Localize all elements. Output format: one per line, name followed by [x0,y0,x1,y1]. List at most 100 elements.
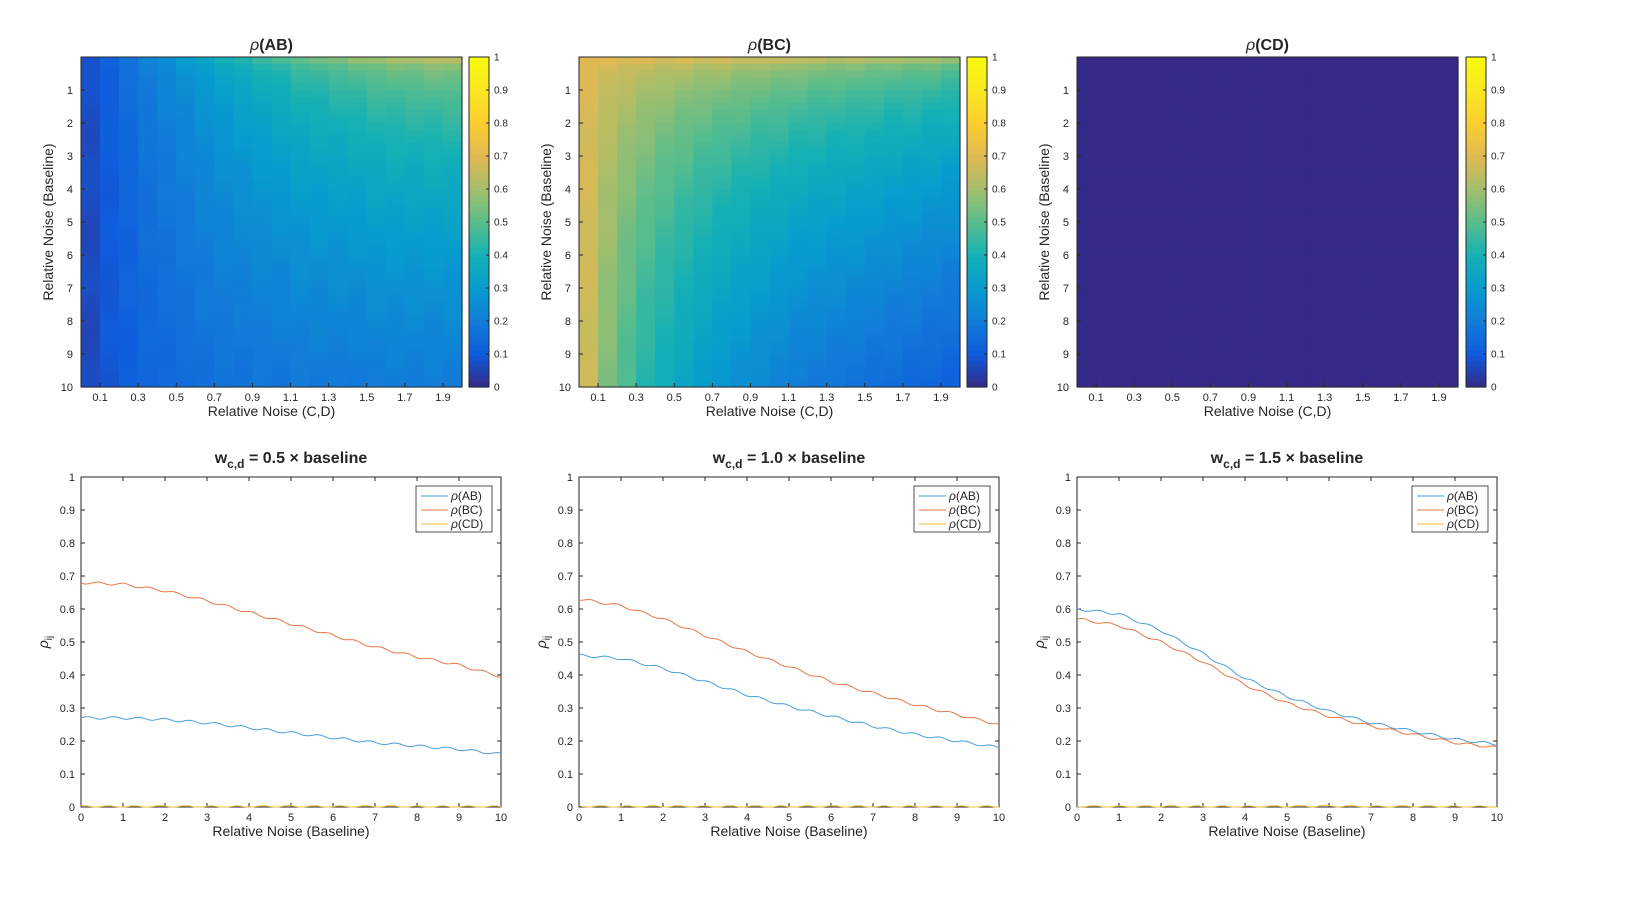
heatmap-cell [655,274,675,282]
heatmap-cell [674,327,694,335]
y-tick-label: 0.8 [558,538,573,550]
heatmap-cell [195,149,215,157]
heatmap-cell [769,314,790,322]
heatmap-cell [1438,215,1459,223]
heatmap-cell [1343,360,1364,368]
heatmap-cell [442,327,463,335]
heatmap-cell [807,340,828,348]
heatmap-cell [636,149,656,157]
heatmap-cell [1267,189,1288,197]
heatmap-cell [157,360,177,368]
heatmap-cell [157,103,177,111]
heatmap-cell [252,57,273,65]
colorbar-step [469,381,489,388]
y-tick-label: 6 [565,250,571,262]
heatmap-cell [214,228,234,236]
heatmap-cell [731,241,752,249]
heatmap-cell [423,367,444,375]
heatmap-cell [1172,142,1192,150]
heatmap-cell [290,70,311,78]
heatmap-cell [1077,83,1097,91]
heatmap-cell [883,182,904,190]
heatmap-cell [636,136,656,144]
heatmap-cell [176,334,196,342]
heatmap-cell [1134,195,1154,203]
heatmap-cell [100,129,120,137]
heatmap-cell [195,215,215,223]
heatmap-cell [1438,288,1459,296]
heatmap-cell [309,288,330,296]
heatmap-cell [1362,90,1383,98]
colorbar-step [469,247,489,254]
heatmap-cell [366,281,387,289]
heatmap-cell [119,307,139,315]
heatmap-cell [1077,235,1097,243]
heatmap-cell [883,202,904,210]
heatmap-cell [769,255,790,263]
heatmap-cell [598,248,618,256]
heatmap-cell [788,222,809,230]
heatmap-cell [1267,175,1288,183]
heatmap-cell [617,175,637,183]
heatmap-cell [921,175,942,183]
heatmap-cell [1343,314,1364,322]
colorbar-step [469,103,489,110]
colorbar-step [1466,113,1486,120]
heatmap-cell [366,294,387,302]
colorbar-step [967,314,987,321]
heatmap-cell [1229,189,1250,197]
heatmap-cell [119,241,139,249]
heatmap-cell [826,340,847,348]
heatmap-cell [1324,175,1345,183]
heatmap-cell [712,241,732,249]
heatmap-cell [1153,76,1173,84]
heatmap-cell [233,274,254,282]
heatmap-cell [1229,142,1250,150]
heatmap-cell [940,373,961,381]
heatmap-cell [100,288,120,296]
heatmap-cell [1077,228,1097,236]
y-tick-label: 5 [67,217,73,229]
heatmap-cell [712,228,732,236]
heatmap-cell [1267,129,1288,137]
heatmap-cell [864,162,885,170]
heatmap-cell [693,314,713,322]
x-axis-label: Relative Noise (Baseline) [1208,823,1365,839]
heatmap-cell [1172,109,1192,117]
heatmap-cell [902,123,923,131]
heatmap-cell [347,380,368,388]
heatmap-cell [100,83,120,91]
colorbar-step [1466,129,1486,135]
heatmap-cell [1210,321,1230,329]
colorbar-step [469,211,489,218]
heatmap-cell [1343,235,1364,243]
heatmap-cell [157,294,177,302]
heatmap-cell [731,255,752,263]
heatmap-cell [290,156,311,164]
x-tick-label: 0.9 [245,392,260,404]
heatmap-cell [1286,347,1307,355]
heatmap-cell [1400,215,1421,223]
heatmap-cell [138,162,158,170]
heatmap-cell [655,76,675,84]
heatmap-cell [845,255,866,263]
heatmap-cell [1115,340,1135,348]
heatmap-cell [290,274,311,282]
heatmap-cell [138,281,158,289]
heatmap-cell [1381,241,1402,249]
heatmap-cell [598,57,618,65]
heatmap-cell [712,354,732,362]
heatmap-cell [864,321,885,329]
x-tick-label: 8 [912,812,918,824]
heatmap-cell [100,116,120,124]
heatmap-cell [598,189,618,197]
heatmap-cell [328,340,349,348]
heatmap-cell [404,136,425,144]
heatmap-cell [579,288,599,296]
heatmap-cell [750,63,771,71]
heatmap-cell [693,63,713,71]
heatmap-cell [214,162,234,170]
heatmap-cell [176,294,196,302]
heatmap-cell [290,367,311,375]
heatmap-cell [271,57,292,65]
